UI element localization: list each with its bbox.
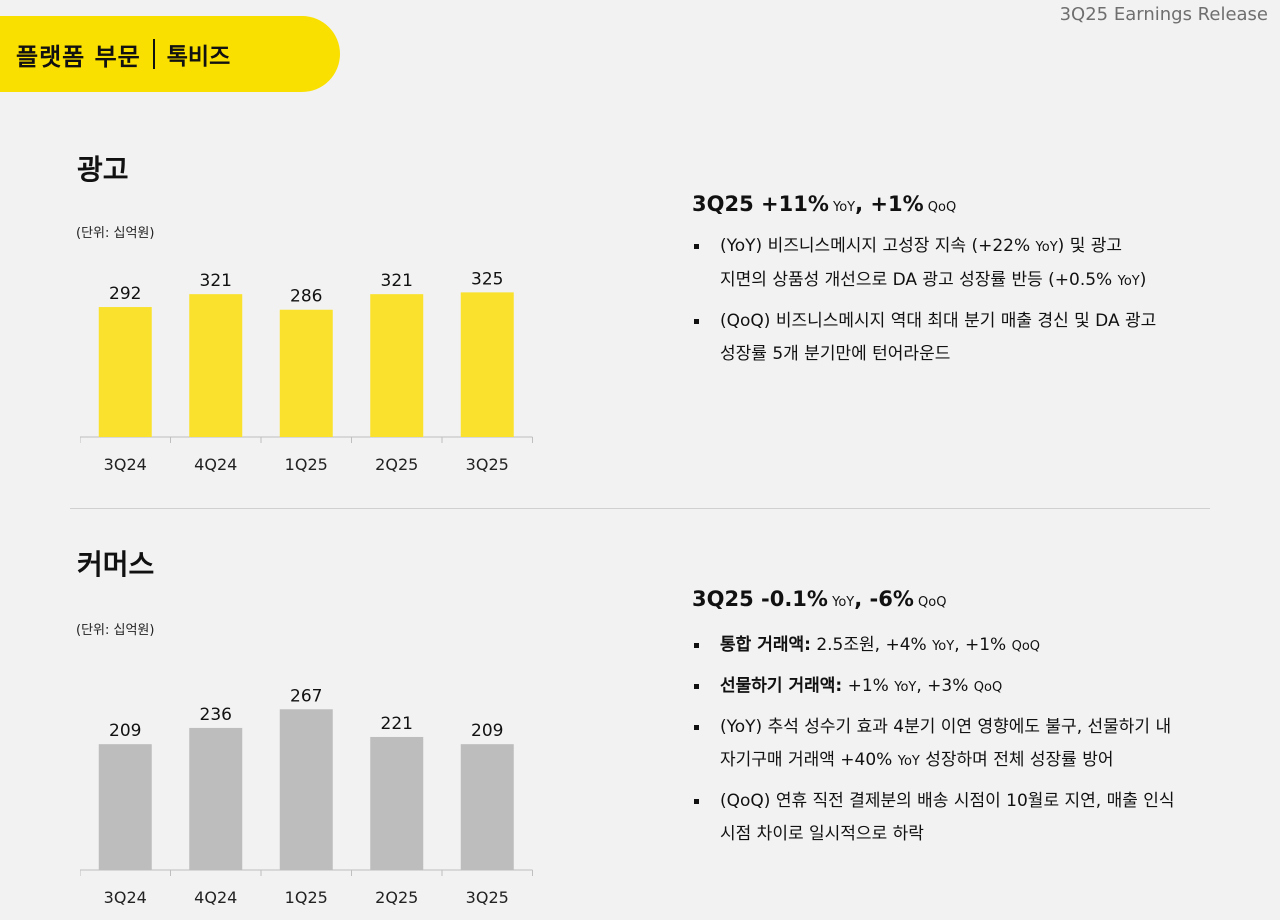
- bullet-line1: (YoY) 추석 성수기 효과 4분기 이연 영향에도 불구, 선물하기 내: [720, 711, 1252, 744]
- category-label: 1Q25: [285, 888, 328, 907]
- bullet-text: (YoY) 추석 성수기 효과 4분기 이연 영향에도 불구, 선물하기 내: [720, 717, 1172, 737]
- bullet-text: ): [1139, 270, 1147, 290]
- bar: [460, 744, 514, 870]
- bullet-line1: 선물하기 거래액: +1% YoY, +3% QoQ: [720, 670, 1252, 704]
- banner-title: 플랫폼 부문: [16, 42, 141, 71]
- banner-divider: [152, 39, 155, 69]
- bar: [370, 294, 424, 437]
- bullet-text: (QoQ) 비즈니스메시지 역대 최대 분기 매출 경신 및 DA 광고: [720, 311, 1157, 331]
- bullet-line2: 자기구매 거래액 +40% YoY 성장하며 전체 성장률 방어: [720, 744, 1252, 778]
- bullet-text: , +1%: [954, 635, 1012, 655]
- bullet-text: +1%: [842, 676, 895, 696]
- bullet-text: (YoY) 비즈니스메시지 고성장 지속 (+22%: [720, 236, 1036, 256]
- bullet-text: 2.5조원, +4%: [810, 635, 933, 655]
- data-label: 209: [109, 721, 141, 741]
- data-label: 221: [381, 714, 413, 734]
- bar: [279, 309, 333, 437]
- bullet-text: 자기구매 거래액 +40%: [720, 750, 898, 770]
- category-label: 1Q25: [285, 455, 328, 474]
- data-label: 321: [200, 271, 232, 291]
- bullet-text: YoY: [897, 754, 920, 769]
- bullet-text: 통합 거래액:: [720, 635, 811, 655]
- commerce-unit: (단위: 십억원): [76, 623, 155, 638]
- bar: [189, 294, 243, 437]
- bar: [189, 727, 243, 870]
- commerce-title: 커머스: [77, 548, 155, 581]
- data-label: 209: [471, 721, 503, 741]
- data-label: 267: [290, 686, 322, 706]
- bullet-item: 통합 거래액: 2.5조원, +4% YoY, +1% QoQ: [692, 629, 1252, 663]
- data-label: 321: [381, 271, 413, 291]
- category-label: 3Q24: [104, 455, 147, 474]
- bullet-line2: 지면의 상품성 개선으로 DA 광고 성장률 반등 (+0.5% YoY): [720, 264, 1252, 298]
- data-label: 236: [200, 705, 232, 725]
- bar: [98, 307, 152, 437]
- category-label: 3Q24: [104, 888, 147, 907]
- section-divider: [70, 508, 1210, 509]
- bullet-text: YoY: [932, 639, 955, 654]
- ads-bullet-list: (YoY) 비즈니스메시지 고성장 지속 (+22% YoY) 및 광고 지면의 …: [692, 230, 1252, 378]
- bullet-text: 시점 차이로 일시적으로 하락: [720, 824, 924, 844]
- bullet-line2: 성장률 5개 분기만에 턴어라운드: [720, 338, 1252, 371]
- commerce-bullet-list: 통합 거래액: 2.5조원, +4% YoY, +1% QoQ 선물하기 거래액:…: [692, 629, 1252, 858]
- bullet-text: YoY: [1035, 240, 1058, 255]
- data-label: 325: [471, 269, 503, 289]
- bullet-line1: 통합 거래액: 2.5조원, +4% YoY, +1% QoQ: [720, 629, 1252, 663]
- release-label: 3Q25 Earnings Release: [1059, 4, 1268, 25]
- bar: [98, 744, 152, 870]
- bullet-text: , +3%: [916, 676, 974, 696]
- bullet-line1: (YoY) 비즈니스메시지 고성장 지속 (+22% YoY) 및 광고: [720, 230, 1252, 264]
- commerce-headline: 3Q25 -0.1% YoY, -6% QoQ: [692, 587, 947, 611]
- bullet-line2: 시점 차이로 일시적으로 하락: [720, 818, 1252, 851]
- bullet-item: (YoY) 비즈니스메시지 고성장 지속 (+22% YoY) 및 광고 지면의 …: [692, 230, 1252, 298]
- bullet-text: 선물하기 거래액:: [720, 676, 843, 696]
- data-label: 286: [290, 287, 322, 307]
- data-label: 292: [109, 284, 141, 304]
- bullet-text: 성장률 5개 분기만에 턴어라운드: [720, 344, 951, 364]
- bullet-text: ) 및 광고: [1057, 236, 1123, 256]
- bullet-line1: (QoQ) 연휴 직전 결제분의 배송 시점이 10월로 지연, 매출 인식: [720, 785, 1252, 818]
- category-label: 3Q25: [466, 455, 509, 474]
- bullet-text: YoY: [1117, 274, 1140, 289]
- bullet-text: (QoQ) 연휴 직전 결제분의 배송 시점이 10월로 지연, 매출 인식: [720, 791, 1175, 811]
- bullet-item: 선물하기 거래액: +1% YoY, +3% QoQ: [692, 670, 1252, 704]
- bullet-text: 성장하며 전체 성장률 방어: [919, 750, 1114, 770]
- bullet-line1: (QoQ) 비즈니스메시지 역대 최대 분기 매출 경신 및 DA 광고: [720, 305, 1252, 338]
- section-banner: 플랫폼 부문 톡비즈: [0, 16, 340, 92]
- bar: [460, 292, 514, 437]
- ads-headline: 3Q25 +11% YoY, +1% QoQ: [692, 192, 957, 216]
- bullet-text: QoQ: [1011, 639, 1041, 654]
- ads-title: 광고: [77, 153, 129, 186]
- commerce-bar-chart: 209 3Q24 236 4Q24 267 1Q25 221 2Q25 209 3Q25: [80, 686, 533, 907]
- ads-unit: (단위: 십억원): [76, 226, 155, 241]
- bar: [279, 709, 333, 870]
- bullet-text: 지면의 상품성 개선으로 DA 광고 성장률 반등 (+0.5%: [720, 270, 1118, 290]
- bullet-text: QoQ: [973, 680, 1003, 695]
- bar: [370, 736, 424, 870]
- bullet-text: YoY: [894, 680, 917, 695]
- category-label: 2Q25: [375, 888, 418, 907]
- ads-bar-chart: 292 3Q24 321 4Q24 286 1Q25 321 2Q25 325 3Q25: [80, 269, 533, 474]
- category-label: 2Q25: [375, 455, 418, 474]
- category-label: 4Q24: [194, 455, 237, 474]
- banner-subtitle: 톡비즈: [166, 44, 231, 70]
- category-label: 4Q24: [194, 888, 237, 907]
- category-label: 3Q25: [466, 888, 509, 907]
